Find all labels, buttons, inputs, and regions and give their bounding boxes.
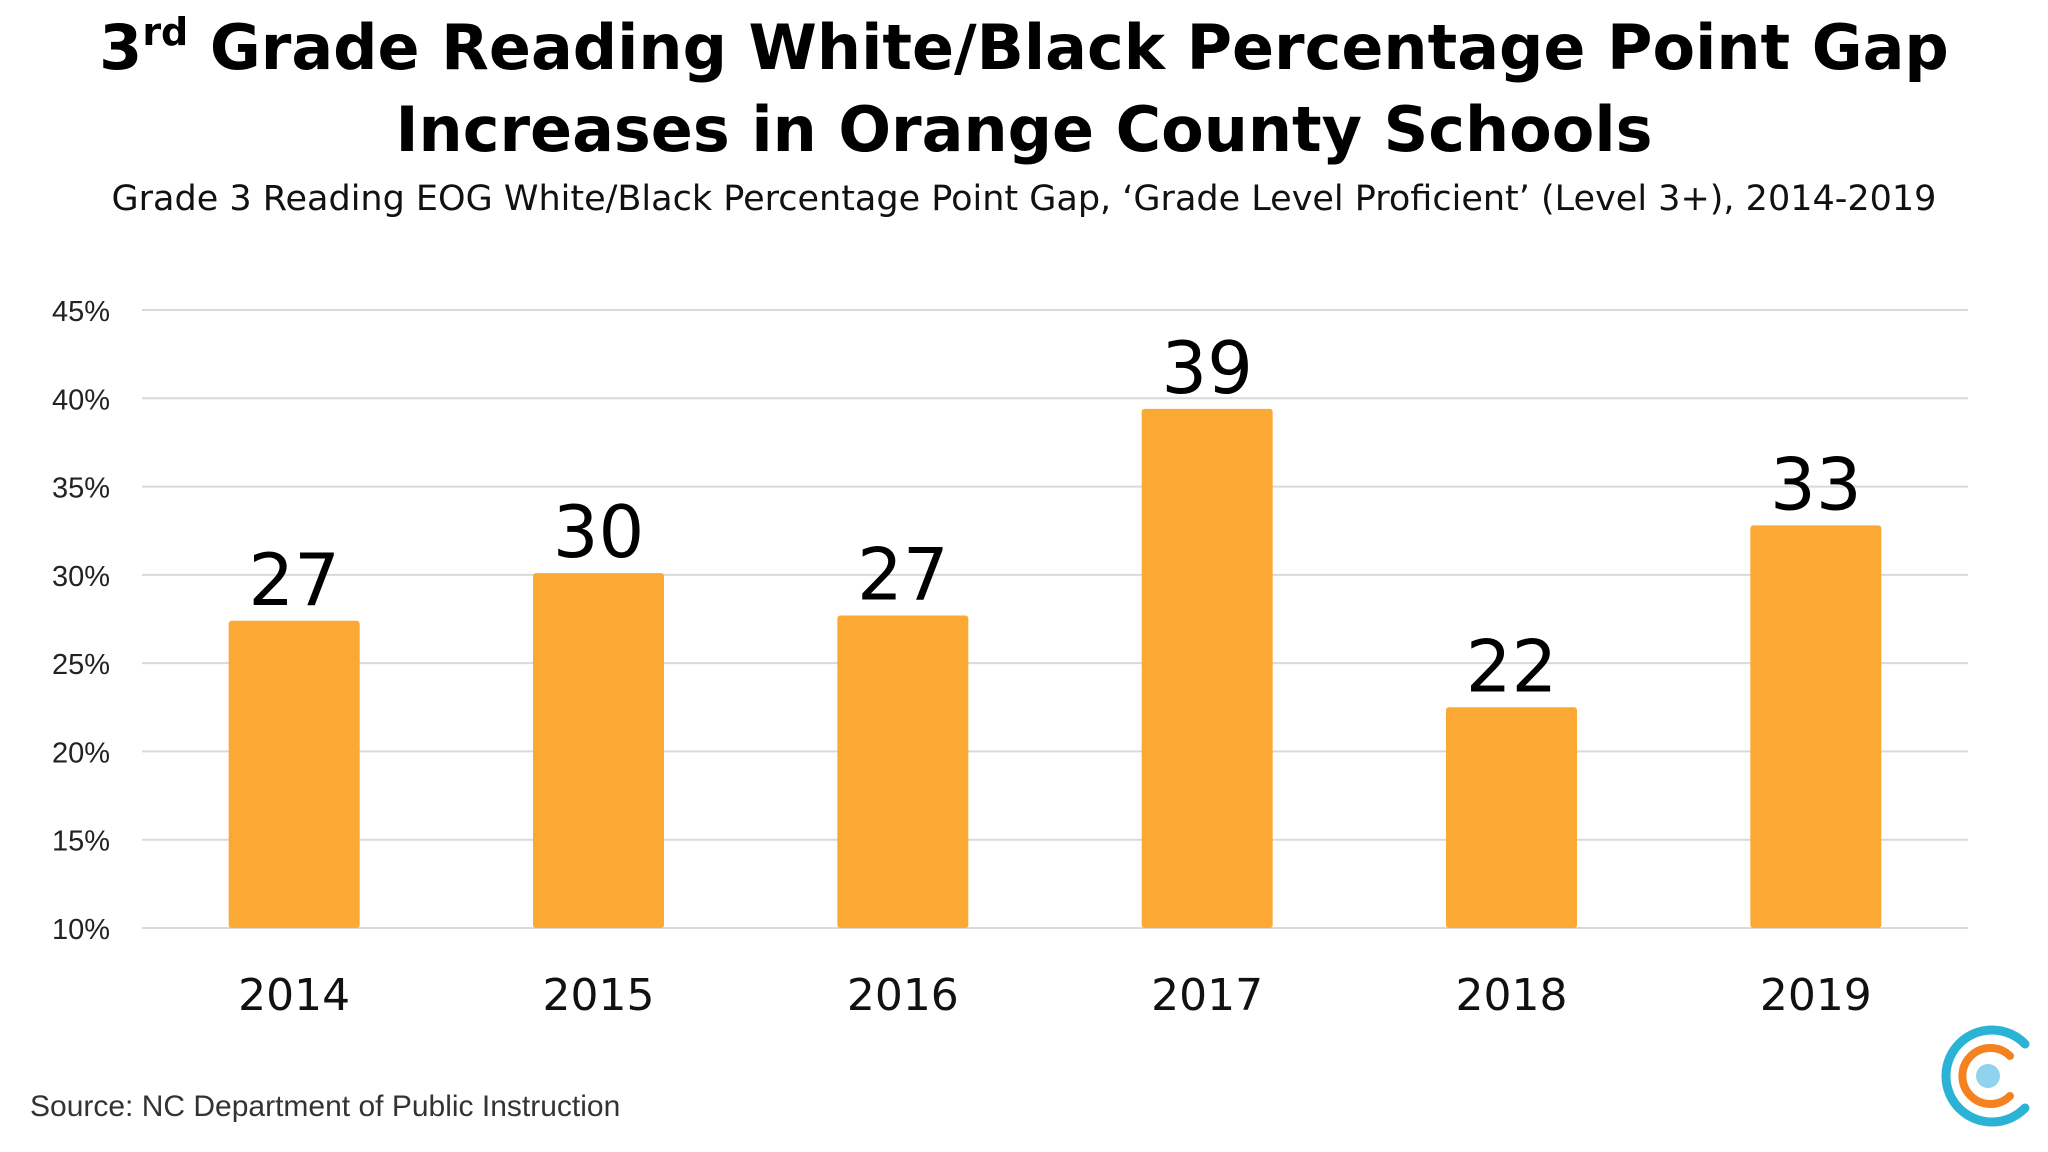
data-label: 30 [553,490,645,574]
concentric-circles-logo-icon [1941,1025,2030,1127]
source-note: Source: NC Department of Public Instruct… [30,1090,621,1123]
data-label: 33 [1770,442,1862,526]
y-tick-label: 30% [52,561,110,593]
y-tick-label: 10% [52,914,110,946]
data-label: 27 [248,538,340,622]
x-tick-label: 2019 [1760,970,1872,1021]
bar [837,615,969,928]
bar [1750,525,1882,928]
x-tick-label: 2016 [847,970,959,1021]
x-tick-label: 2017 [1151,970,1263,1021]
bar [533,573,664,928]
bar [228,620,360,928]
y-tick-label: 35% [52,473,110,505]
title-prefix: 3 [99,11,143,84]
x-tick-label: 2015 [543,970,655,1021]
bar [1446,707,1577,928]
x-tick-label: 2014 [238,970,350,1021]
data-label: 22 [1466,624,1558,708]
chart-title-line1: 3rd Grade Reading White/Black Percentage… [0,6,2048,90]
chart-subtitle: Grade 3 Reading EOG White/Black Percenta… [111,179,1937,219]
title-line1-rest: Grade Reading White/Black Percentage Poi… [188,11,1949,84]
title-superscript: rd [142,10,189,54]
bar [1141,408,1273,928]
y-tick-label: 20% [52,737,110,769]
y-tick-label: 40% [52,384,110,416]
y-tick-label: 25% [52,649,110,681]
y-tick-label: 45% [52,296,110,328]
x-tick-label: 2018 [1456,970,1568,1021]
chart-title-line2: Increases in Orange County Schools [395,93,1653,166]
data-label: 27 [857,532,949,616]
data-label: 39 [1161,326,1253,410]
y-tick-label: 15% [52,826,110,858]
